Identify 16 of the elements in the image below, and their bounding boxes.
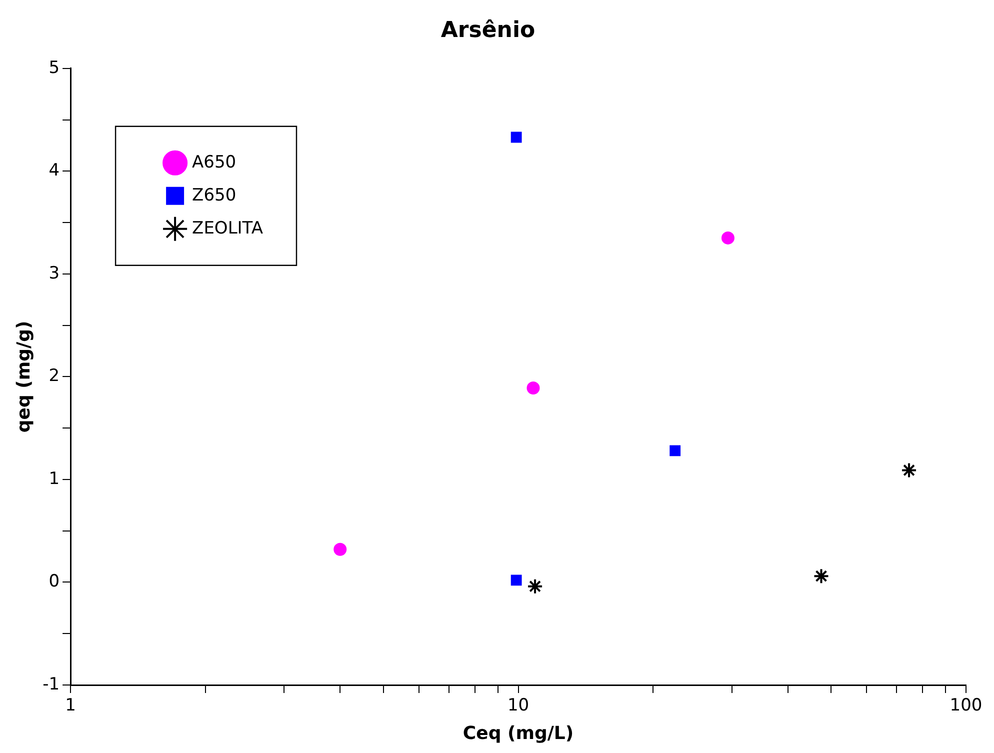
y-tick-label: 3: [48, 263, 60, 284]
x-tick-label: 10: [507, 696, 530, 716]
y-tick-label: 2: [48, 366, 60, 386]
y-tick-label: 1: [48, 468, 60, 489]
y-tick-label: 5: [48, 58, 60, 78]
legend-label: Z650: [192, 185, 236, 206]
y-tick-label: 4: [48, 160, 60, 181]
x-tick-label: 1: [65, 696, 76, 716]
chart-title: Arsênio: [440, 18, 536, 43]
x-tick-label: 100: [950, 696, 982, 716]
legend-label: A650: [192, 152, 236, 172]
y-tick-label: -1: [42, 674, 60, 694]
y-tick-label: 0: [48, 572, 60, 592]
x-axis-title: Ceq (mg/L): [462, 722, 574, 744]
y-axis-title: qeq (mg/g): [13, 320, 34, 433]
legend-label: ZEOLITA: [192, 218, 264, 238]
